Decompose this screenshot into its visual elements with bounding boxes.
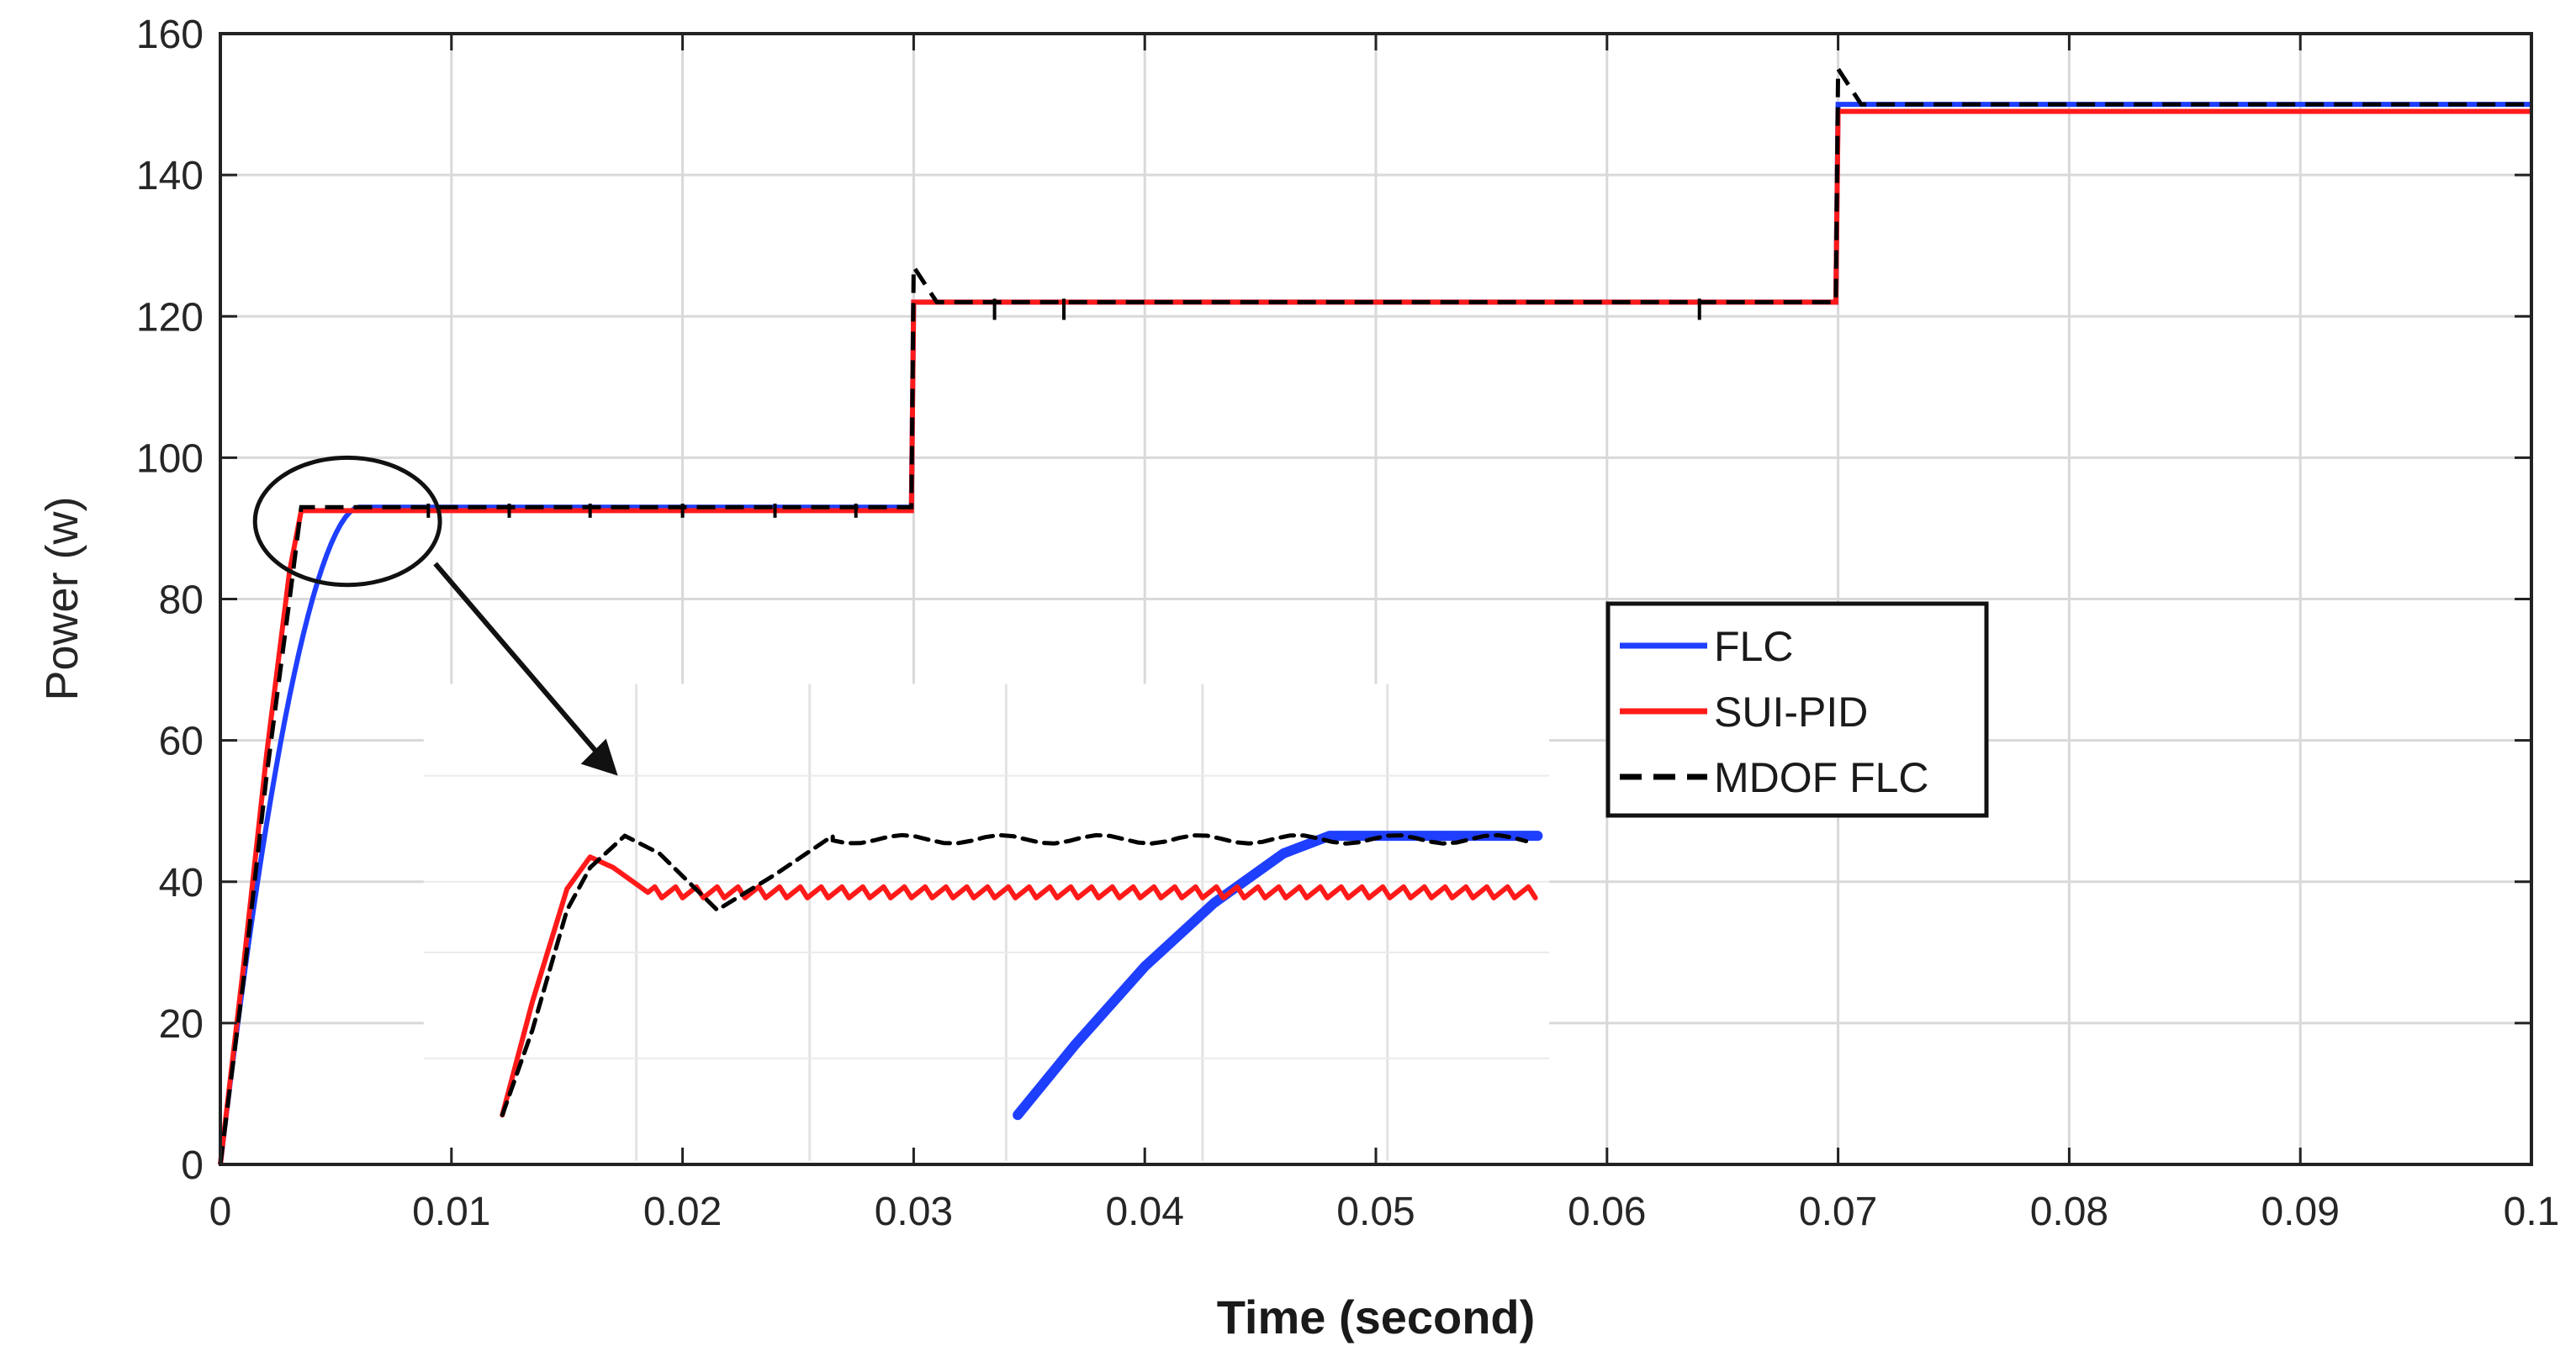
y-tick-label: 160 [136,13,204,57]
x-tick-label: 0.01 [412,1190,490,1234]
legend-label-mdof-flc: MDOF FLC [1714,754,1929,801]
x-tick-label: 0.02 [643,1190,722,1234]
zoom-ellipse [252,455,442,588]
y-axis-label: Power (w) [37,496,87,700]
zoom-arrowhead [580,738,618,776]
legend-label-flc: FLC [1714,623,1793,670]
y-tick-label: 120 [136,295,204,340]
zoom-arrow-line [433,562,613,771]
inset-series-flc [1013,831,1543,1121]
x-tick-label: 0.08 [2030,1190,2108,1234]
y-tick-label: 0 [181,1143,204,1188]
x-tick-label: 0.09 [2261,1190,2339,1234]
series-mdof-flc [218,61,2531,1165]
y-tick-label: 60 [159,720,204,764]
x-tick-label: 0.05 [1336,1190,1415,1234]
y-tick-label: 100 [136,436,204,481]
legend: FLC SUI-PID MDOF FLC [1605,601,1989,818]
inset-series-mdof-flc [500,832,1529,1117]
x-tick-label: 0.04 [1105,1190,1183,1234]
x-axis-label: Time (second) [1217,1291,1536,1344]
x-tick-label: 0.07 [1799,1190,1877,1234]
legend-label-sui-pid: SUI-PID [1714,689,1868,736]
zoom-annotation [252,455,618,776]
axis-ticks: 0 0.01 0.02 0.03 0.04 0.05 0.06 0.07 0.08 0.09 0.1… [136,13,2559,1234]
inset-zoom-plot [500,831,1543,1121]
y-tick-label: 20 [159,1002,204,1047]
x-tick-label: 0.1 [2504,1190,2560,1234]
x-tick-label: 0.03 [875,1190,953,1234]
series-lines [218,61,2531,1165]
y-tick-label: 140 [136,154,204,198]
x-tick-label: 0.06 [1568,1190,1646,1234]
y-tick-label: 80 [159,578,204,623]
inset-series-sui-pid [500,854,1538,1118]
y-tick-label: 40 [159,861,204,905]
x-tick-label: 0 [209,1190,232,1234]
